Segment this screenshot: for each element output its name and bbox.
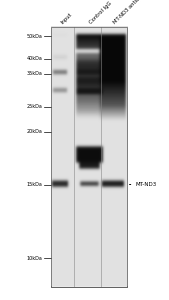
- Bar: [51, 27, 127, 286]
- Text: MT-ND3: MT-ND3: [135, 182, 156, 187]
- Bar: [51, 27, 127, 286]
- Text: 35kDa: 35kDa: [26, 71, 42, 76]
- Text: MT-ND3 antibody: MT-ND3 antibody: [112, 0, 148, 26]
- Text: 40kDa: 40kDa: [26, 56, 42, 61]
- Text: Input: Input: [60, 12, 73, 26]
- Text: 20kDa: 20kDa: [26, 130, 42, 134]
- Text: Control IgG: Control IgG: [89, 1, 113, 26]
- Text: 10kDa: 10kDa: [26, 256, 42, 260]
- Text: 50kDa: 50kDa: [26, 34, 42, 38]
- Text: 25kDa: 25kDa: [26, 104, 42, 109]
- Text: 15kDa: 15kDa: [26, 182, 42, 187]
